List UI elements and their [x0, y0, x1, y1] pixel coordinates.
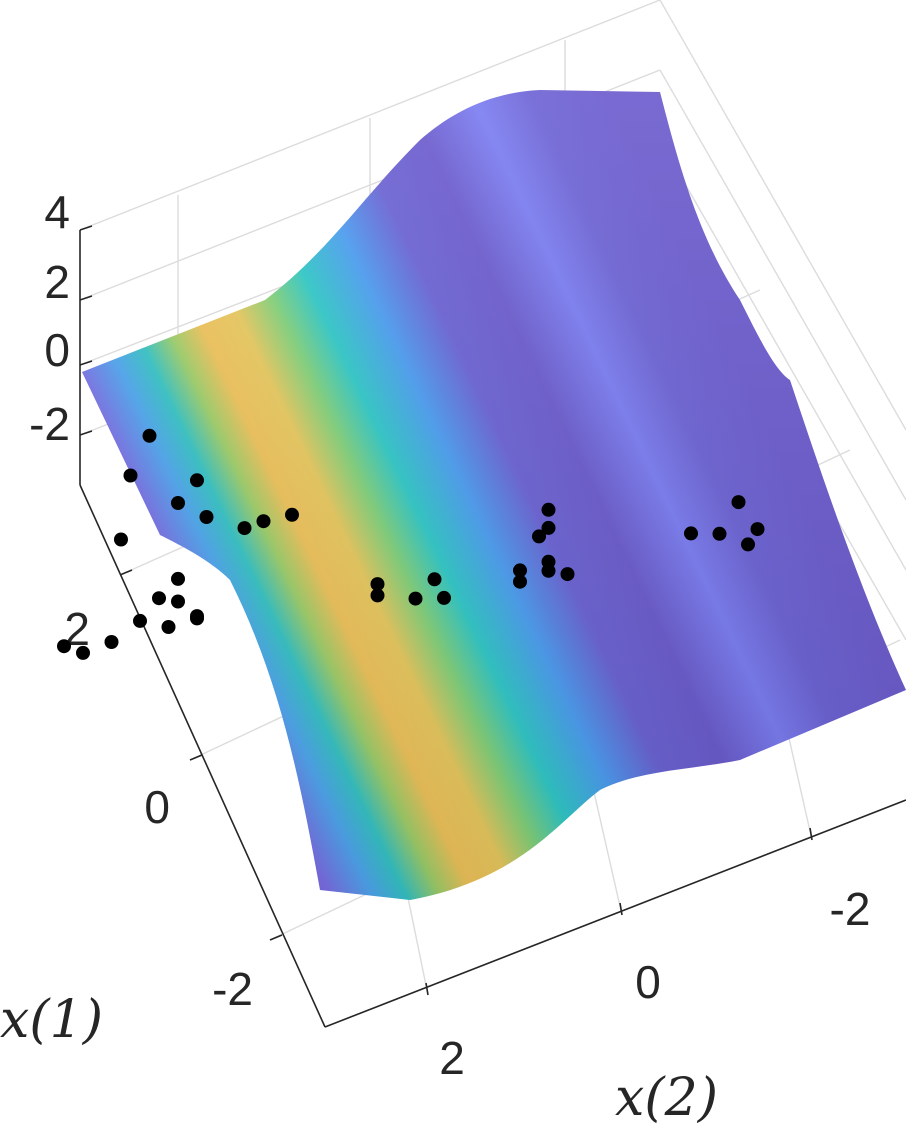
data-point	[171, 594, 185, 609]
data-point	[427, 572, 442, 587]
data-point	[741, 537, 755, 552]
data-point	[541, 520, 556, 535]
data-point	[285, 507, 299, 522]
data-point	[370, 577, 385, 592]
x2-ticks	[425, 827, 813, 996]
data-point	[190, 611, 204, 626]
data-point	[133, 613, 147, 628]
data-point	[256, 514, 271, 529]
data-point	[541, 554, 556, 569]
z-ticks	[79, 225, 93, 436]
data-point	[114, 532, 128, 547]
x2-tick-label: 2	[439, 1032, 465, 1084]
x1-tick-label: 0	[144, 781, 170, 833]
data-point	[731, 495, 746, 510]
data-point	[171, 571, 185, 586]
x1-tick-label: -2	[212, 963, 253, 1015]
surface-shading	[82, 90, 906, 900]
data-point	[57, 639, 71, 654]
data-point	[237, 521, 252, 536]
data-point	[76, 645, 90, 660]
data-point	[513, 574, 527, 589]
data-point	[541, 502, 556, 517]
data-point	[199, 510, 214, 524]
x2-axis-label: x(2)	[615, 1068, 718, 1128]
data-point	[171, 496, 185, 510]
data-point	[370, 588, 385, 603]
z-tick-label: 0	[44, 324, 70, 376]
data-point	[408, 591, 423, 606]
data-point	[123, 468, 138, 483]
data-point	[513, 563, 527, 578]
data-point	[152, 591, 166, 606]
x2-tick-label: -2	[830, 883, 871, 935]
data-point	[750, 522, 765, 537]
x1-axis-label: x(1)	[0, 990, 103, 1050]
data-point	[142, 428, 157, 443]
x1-ticks	[119, 569, 283, 941]
x2-tick-label: 0	[635, 956, 661, 1008]
data-points	[57, 428, 765, 660]
data-point	[560, 567, 575, 582]
data-point	[104, 635, 119, 649]
data-point	[437, 590, 451, 605]
data-point	[532, 529, 546, 544]
data-point	[190, 473, 204, 488]
data-point	[712, 526, 727, 541]
data-point	[161, 620, 176, 634]
z-tick-label: 4	[44, 186, 70, 238]
z-tick-label: -2	[29, 398, 70, 450]
data-point	[684, 526, 698, 541]
z-tick-label: 2	[44, 256, 70, 308]
